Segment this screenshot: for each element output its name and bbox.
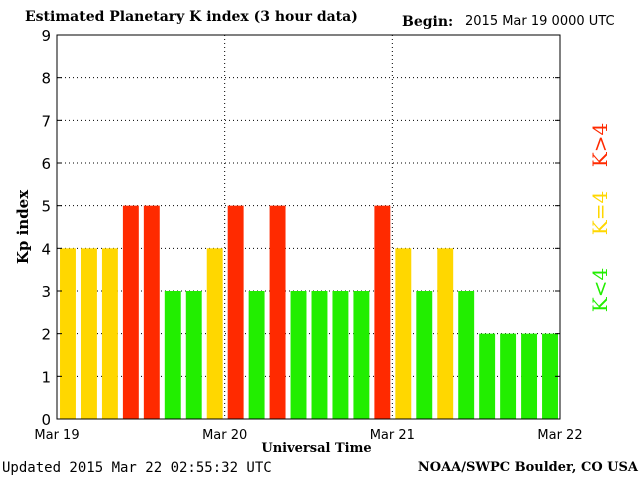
kp-bar: [500, 333, 517, 419]
y-tick-label: 1: [41, 368, 51, 386]
x-tick-label: Mar 21: [370, 428, 415, 443]
y-tick-label: 6: [41, 155, 51, 173]
kp-bar: [185, 291, 202, 419]
x-axis-label: Universal Time: [261, 441, 371, 456]
kp-bar: [164, 291, 181, 419]
y-tick-label: 2: [41, 326, 51, 344]
kp-bar: [374, 205, 391, 419]
legend-item: K>4: [588, 123, 612, 167]
kp-bar: [437, 248, 454, 419]
y-axis-label: Kp index: [14, 189, 32, 264]
y-tick-label: 3: [41, 283, 51, 301]
y-tick-label: 5: [41, 198, 51, 216]
y-tick-label: 9: [41, 27, 51, 45]
kp-bar: [206, 248, 223, 419]
y-tick-label: 0: [41, 411, 51, 429]
legend-item: K=4: [588, 191, 612, 235]
kp-bar: [60, 248, 76, 419]
kp-bar: [248, 291, 265, 419]
begin-label: Begin:: [402, 14, 454, 30]
credit-text: NOAA/SWPC Boulder, CO USA: [417, 460, 638, 475]
kp-bar: [80, 248, 97, 419]
kp-bar: [143, 205, 160, 419]
updated-timestamp: Updated 2015 Mar 22 02:55:32 UTC: [2, 460, 272, 476]
kp-bar: [269, 205, 286, 419]
plot-frame: [56, 34, 561, 420]
kp-bar: [479, 333, 496, 419]
kp-bar: [332, 291, 349, 419]
kp-bar: [458, 291, 475, 419]
y-tick-label: 8: [41, 70, 51, 88]
y-tick-label: 7: [41, 112, 51, 130]
kp-bar: [416, 291, 433, 419]
x-tick-label: Mar 19: [34, 428, 79, 443]
kp-bar: [122, 205, 139, 419]
y-tick-label: 4: [41, 240, 51, 258]
begin-value: 2015 Mar 19 0000 UTC: [465, 14, 615, 29]
kp-bar: [101, 248, 118, 419]
kp-bar: [353, 291, 370, 419]
x-tick-label: Mar 20: [202, 428, 247, 443]
kp-bar: [290, 291, 307, 419]
kp-bar: [521, 333, 538, 419]
legend-item: K<4: [588, 268, 612, 312]
kp-bar: [311, 291, 328, 419]
kp-bar: [227, 205, 244, 419]
kp-bar: [542, 333, 558, 419]
x-tick-label: Mar 22: [537, 428, 582, 443]
chart-title: Estimated Planetary K index (3 hour data…: [25, 9, 358, 25]
kp-bar: [395, 248, 412, 419]
